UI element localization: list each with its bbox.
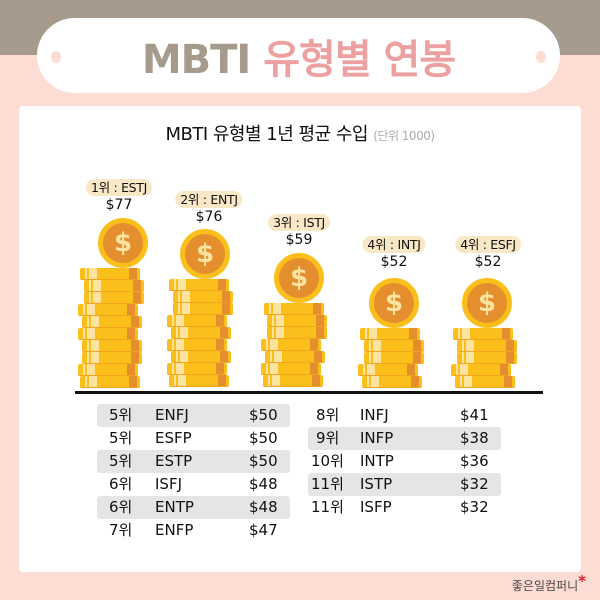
- rank-column-1: 1위 : ESTJ $77 $: [75, 176, 163, 391]
- rank-cell: 7위: [109, 521, 133, 539]
- amount-cell: $48: [249, 498, 278, 516]
- table-row: 5위 ESFP $50: [97, 427, 290, 450]
- chart-baseline: [75, 391, 543, 394]
- amount-cell: $38: [460, 429, 489, 447]
- type-cell: ENTP: [155, 498, 194, 516]
- coin-stack: [255, 303, 343, 391]
- rank-column-2: 2위 : ENTJ $76 $: [165, 176, 253, 391]
- table-row: 10위 INTP $36: [308, 450, 501, 473]
- rank-cell: 5위: [109, 429, 133, 447]
- brand-star-icon: *: [578, 572, 586, 590]
- table-row: 9위 INFP $38: [308, 427, 501, 450]
- rank-cell: 8위: [316, 406, 340, 424]
- amount-cell: $32: [460, 475, 489, 493]
- type-cell: ISFP: [360, 498, 392, 516]
- type-cell: INFJ: [360, 406, 389, 424]
- rank-column-5: 4위 : ESFJ $52 $: [444, 176, 532, 391]
- ranking-table-right: 8위 INFJ $41 9위 INFP $38 10위 INTP $36 11위 ISTP $3…: [308, 404, 501, 519]
- dollar-coin-icon: $: [369, 278, 419, 328]
- chart-title-text: MBTI 유형별 1년 평균 수입: [165, 124, 368, 145]
- dollar-coin-icon: $: [274, 253, 324, 303]
- decor-dot: [51, 51, 61, 63]
- rank-badge: 1위 : ESTJ: [85, 179, 153, 196]
- coin-stack: [444, 328, 532, 391]
- chart-unit: (단위 1000): [373, 129, 435, 143]
- amount-cell: $41: [460, 406, 489, 424]
- table-row: 5위 ENFJ $50: [97, 404, 290, 427]
- type-cell: ENFP: [155, 521, 194, 539]
- rank-cell: 5위: [109, 406, 133, 424]
- ranking-table-left: 5위 ENFJ $50 5위 ESFP $50 5위 ESTP $50 6위 ISFJ $48 …: [97, 404, 290, 542]
- rank-cell: 9위: [316, 429, 340, 447]
- amount-cell: $50: [249, 452, 278, 470]
- type-cell: ENFJ: [155, 406, 189, 424]
- brand-name: 좋은일컴퍼니: [511, 579, 579, 593]
- amount-label: $77: [105, 197, 133, 213]
- type-cell: ESTP: [155, 452, 193, 470]
- title-banner: MBTI 유형별 연봉: [37, 18, 560, 93]
- title-mbti: MBTI: [141, 36, 251, 83]
- table-row: 5위 ESTP $50: [97, 450, 290, 473]
- amount-cell: $47: [249, 521, 278, 539]
- amount-label: $52: [474, 254, 502, 270]
- table-row: 8위 INFJ $41: [308, 404, 501, 427]
- rank-cell: 6위: [109, 498, 133, 516]
- table-row: 6위 ENTP $48: [97, 496, 290, 519]
- page-title: MBTI 유형별 연봉: [141, 27, 456, 85]
- rank-cell: 6위: [109, 475, 133, 493]
- table-row: 11위 ISTP $32: [308, 473, 501, 496]
- type-cell: ISFJ: [155, 475, 182, 493]
- amount-label: $76: [195, 209, 223, 225]
- chart-card: MBTI 유형별 1년 평균 수입 (단위 1000) 1위 : ESTJ $7…: [19, 106, 581, 572]
- type-cell: INTP: [360, 452, 394, 470]
- amount-cell: $50: [249, 429, 278, 447]
- dollar-coin-icon: $: [98, 218, 148, 268]
- type-cell: ESFP: [155, 429, 192, 447]
- brand-footer: 좋은일컴퍼니*: [511, 572, 586, 594]
- table-row: 11위 ISFP $32: [308, 496, 501, 519]
- rank-badge: 4위 : INTJ: [362, 236, 426, 253]
- rank-column-3: 3위 : ISTJ $59 $: [255, 176, 343, 391]
- dollar-coin-icon: $: [180, 229, 230, 279]
- decor-dot: [536, 51, 546, 63]
- amount-cell: $32: [460, 498, 489, 516]
- rank-cell: 5위: [109, 452, 133, 470]
- coin-stack: [165, 279, 253, 391]
- chart-title: MBTI 유형별 1년 평균 수입 (단위 1000): [19, 120, 581, 146]
- type-cell: INFP: [360, 429, 394, 447]
- amount-cell: $48: [249, 475, 278, 493]
- coin-stack: [350, 328, 438, 391]
- amount-label: $52: [380, 254, 408, 270]
- rank-badge: 3위 : ISTJ: [268, 214, 330, 231]
- amount-cell: $50: [249, 406, 278, 424]
- rank-cell: 10위: [311, 452, 344, 470]
- table-row: 7위 ENFP $47: [97, 519, 290, 542]
- rank-badge: 2위 : ENTJ: [175, 191, 243, 208]
- title-salary: 유형별 연봉: [263, 36, 456, 83]
- rank-cell: 11위: [311, 498, 344, 516]
- type-cell: ISTP: [360, 475, 393, 493]
- amount-cell: $36: [460, 452, 489, 470]
- rank-badge: 4위 : ESFJ: [455, 236, 521, 253]
- rank-column-4: 4위 : INTJ $52 $: [350, 176, 438, 391]
- dollar-coin-icon: $: [462, 278, 512, 328]
- table-row: 6위 ISFJ $48: [97, 473, 290, 496]
- coin-stack: [75, 268, 163, 391]
- rank-cell: 11위: [311, 475, 344, 493]
- amount-label: $59: [285, 232, 313, 248]
